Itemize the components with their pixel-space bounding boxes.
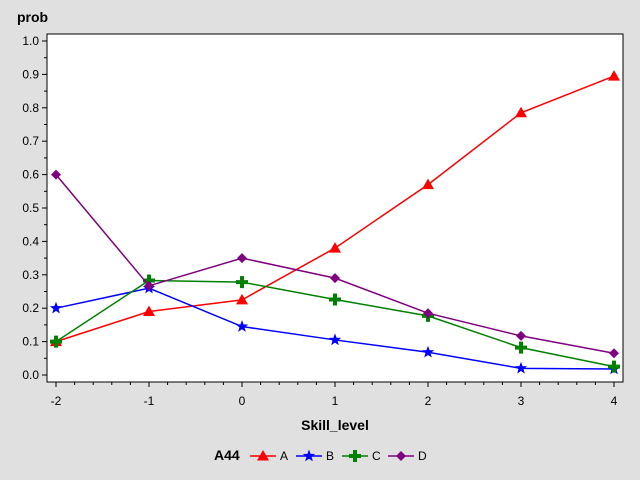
series-b-marker — [235, 320, 249, 332]
series-d-marker — [609, 348, 619, 359]
legend: A44 A B C D — [214, 447, 427, 463]
x-tick-label: 1 — [332, 394, 339, 408]
legend-c-label: C — [372, 449, 381, 463]
y-axis-title: prob — [17, 9, 48, 25]
y-tick-label: 0.8 — [22, 101, 39, 115]
y-tick-label: 0.4 — [22, 234, 39, 248]
series-c-marker — [50, 335, 62, 348]
series-a-marker — [143, 305, 155, 317]
y-tick-label: 0.1 — [22, 335, 39, 349]
series-d-marker — [237, 253, 247, 264]
series-b-marker — [514, 361, 528, 374]
series-a-marker — [329, 242, 341, 253]
series-b-marker — [421, 345, 435, 358]
legend-b-label: B — [326, 449, 334, 463]
y-tick-label: 0.9 — [22, 67, 39, 81]
series-b-marker — [328, 333, 342, 346]
series-a-marker — [515, 106, 527, 118]
y-tick-label: 0.3 — [22, 268, 39, 282]
series-c-marker — [515, 341, 527, 354]
y-tick-label: 1.0 — [22, 34, 39, 48]
series-c-marker — [236, 276, 248, 289]
x-tick-label: 4 — [611, 394, 618, 408]
x-axis-title: Skill_level — [301, 417, 369, 433]
legend-d-marker — [396, 451, 406, 461]
y-tick-label: 0.0 — [22, 368, 39, 382]
x-tick-label: -1 — [144, 394, 155, 408]
x-tick-label: 2 — [425, 394, 432, 408]
y-tick-label: 0.5 — [22, 201, 39, 215]
series-d-marker — [516, 330, 526, 341]
series-c-marker — [329, 293, 341, 306]
legend-a-marker — [257, 450, 269, 461]
y-tick-label: 0.7 — [22, 134, 39, 148]
legend-a-label: A — [280, 449, 288, 463]
plot-area — [46, 33, 624, 383]
x-tick-label: -2 — [51, 394, 62, 408]
y-tick-label: 0.6 — [22, 168, 39, 182]
series-b-marker — [49, 301, 63, 314]
x-tick-label: 0 — [239, 394, 246, 408]
series-a-marker — [422, 178, 434, 190]
legend-title: A44 — [214, 447, 240, 463]
series-d-marker — [51, 169, 61, 180]
y-tick-label: 0.2 — [22, 301, 39, 315]
x-axis: -2 -1 0 1 2 3 4 — [51, 382, 618, 408]
x-tick-label: 3 — [518, 394, 525, 408]
series-c-marker — [143, 274, 155, 287]
series-c-marker — [608, 360, 620, 373]
series-a-marker — [608, 70, 620, 81]
legend-b-marker — [302, 449, 316, 462]
series-layer — [49, 70, 621, 375]
series-d-marker — [330, 273, 340, 284]
legend-c-marker — [349, 450, 361, 462]
y-axis: 0.0 0.1 0.2 0.3 0.4 0.5 0.6 0.7 0.8 0.9 1.0 — [22, 34, 47, 382]
series-a-marker — [236, 293, 248, 305]
series-d-marker — [144, 280, 154, 291]
series-d-marker — [423, 308, 433, 319]
legend-d-label: D — [418, 449, 427, 463]
